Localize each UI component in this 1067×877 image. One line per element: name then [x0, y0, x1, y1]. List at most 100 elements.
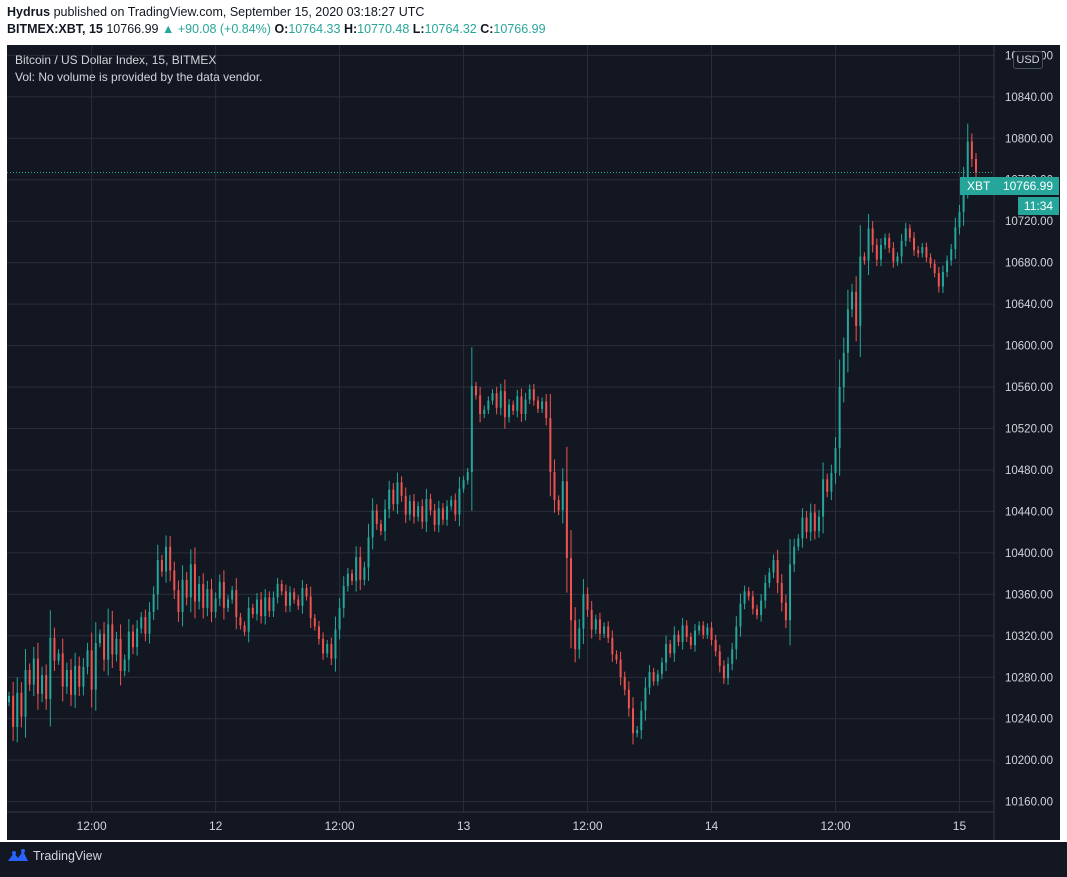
candle-body	[702, 625, 705, 635]
candle-body	[367, 537, 370, 568]
candle-body	[747, 591, 750, 597]
candle-body	[69, 670, 72, 695]
candle-body	[202, 583, 205, 608]
candle-body	[797, 538, 800, 547]
change-up-icon: ▲	[161, 22, 175, 36]
candle-body	[954, 227, 957, 250]
candle-body	[958, 211, 961, 228]
candle-body	[855, 291, 858, 326]
candle-body	[41, 675, 44, 694]
candle-body	[503, 391, 506, 418]
candle-body	[276, 583, 279, 598]
candle-body	[193, 564, 196, 602]
candle-body	[739, 603, 742, 627]
currency-button[interactable]: USD	[1013, 51, 1043, 69]
candle-body	[359, 557, 362, 580]
candle-body	[483, 409, 486, 414]
candle-body	[561, 481, 564, 511]
candle-body	[582, 594, 585, 629]
candle-body	[776, 560, 779, 583]
candle-body	[743, 591, 746, 604]
candle-body	[61, 653, 64, 687]
y-tick-label: 10720.00	[1005, 216, 1053, 228]
candle-body	[20, 692, 23, 717]
price-change: +90.08 (+0.84%)	[177, 22, 271, 36]
tradingview-brand[interactable]: TradingView	[7, 849, 102, 863]
candle-body	[86, 650, 89, 667]
candle-body	[322, 638, 325, 654]
candle-body	[49, 637, 52, 700]
candle-body	[946, 260, 949, 272]
candle-body	[346, 573, 349, 587]
candle-body	[512, 404, 515, 411]
candle-body	[198, 583, 201, 602]
x-tick-label: 14	[705, 819, 719, 833]
candlestick-chart[interactable]: 10880.0010840.0010800.0010760.0010720.00…	[7, 45, 1060, 840]
candle-body	[165, 546, 168, 572]
author-name[interactable]: Hydrus	[7, 5, 51, 19]
y-tick-label: 10240.00	[1005, 714, 1053, 726]
chart-area[interactable]: 10880.0010840.0010800.0010760.0010720.00…	[7, 45, 1060, 840]
candle-body	[36, 658, 39, 694]
candle-body	[458, 488, 461, 515]
candle-body	[421, 506, 424, 522]
candle-body	[94, 643, 97, 690]
symbol-info: BITMEX:XBT, 15 10766.99 ▲ +90.08 (+0.84%…	[7, 22, 546, 36]
y-tick-label: 10600.00	[1005, 341, 1053, 353]
candle-body	[900, 240, 903, 257]
candle-body	[532, 389, 535, 401]
candle-body	[917, 250, 920, 254]
candle-body	[363, 567, 366, 580]
candle-body	[842, 352, 845, 388]
published-text: published on TradingView.com, September …	[53, 5, 425, 19]
candle-body	[12, 695, 15, 728]
candle-body	[834, 448, 837, 474]
candle-body	[330, 644, 333, 659]
candle-body	[677, 634, 680, 643]
candle-body	[317, 626, 320, 639]
candle-body	[74, 665, 77, 695]
candle-body	[297, 599, 300, 606]
candle-body	[578, 628, 581, 650]
close-label: C:	[480, 22, 494, 36]
candle-body	[681, 625, 684, 643]
candle-body	[446, 506, 449, 520]
x-tick-label: 12:00	[573, 819, 603, 833]
x-tick-label: 12:00	[325, 819, 355, 833]
candle-body	[301, 588, 304, 606]
candle-body	[313, 618, 316, 627]
candle-body	[950, 249, 953, 261]
y-tick-label: 10560.00	[1005, 382, 1053, 394]
candle-body	[937, 273, 940, 287]
candle-body	[28, 670, 31, 685]
candle-body	[764, 582, 767, 601]
y-tick-label: 10320.00	[1005, 631, 1053, 643]
candle-body	[970, 141, 973, 160]
candle-body	[189, 564, 192, 598]
candle-body	[400, 482, 403, 496]
candle-body	[718, 651, 721, 666]
candle-body	[479, 395, 482, 414]
candle-body	[693, 630, 696, 646]
candle-body	[441, 508, 444, 520]
candle-body	[111, 624, 114, 655]
candle-body	[598, 619, 601, 634]
bar-countdown: 11:34	[1018, 197, 1059, 215]
candle-body	[619, 659, 622, 678]
candle-body	[82, 666, 85, 687]
candle-body	[227, 599, 230, 608]
candle-body	[875, 245, 878, 260]
candle-body	[859, 256, 862, 326]
candle-body	[892, 248, 895, 262]
candle-body	[8, 695, 10, 703]
candle-body	[177, 590, 180, 612]
candle-body	[508, 404, 511, 418]
candle-body	[32, 658, 35, 685]
candle-body	[516, 396, 519, 411]
candle-body	[867, 228, 870, 261]
candle-body	[437, 508, 440, 525]
candle-body	[355, 557, 358, 581]
candle-body	[499, 391, 502, 408]
candle-body	[698, 625, 701, 631]
candle-body	[474, 386, 477, 396]
